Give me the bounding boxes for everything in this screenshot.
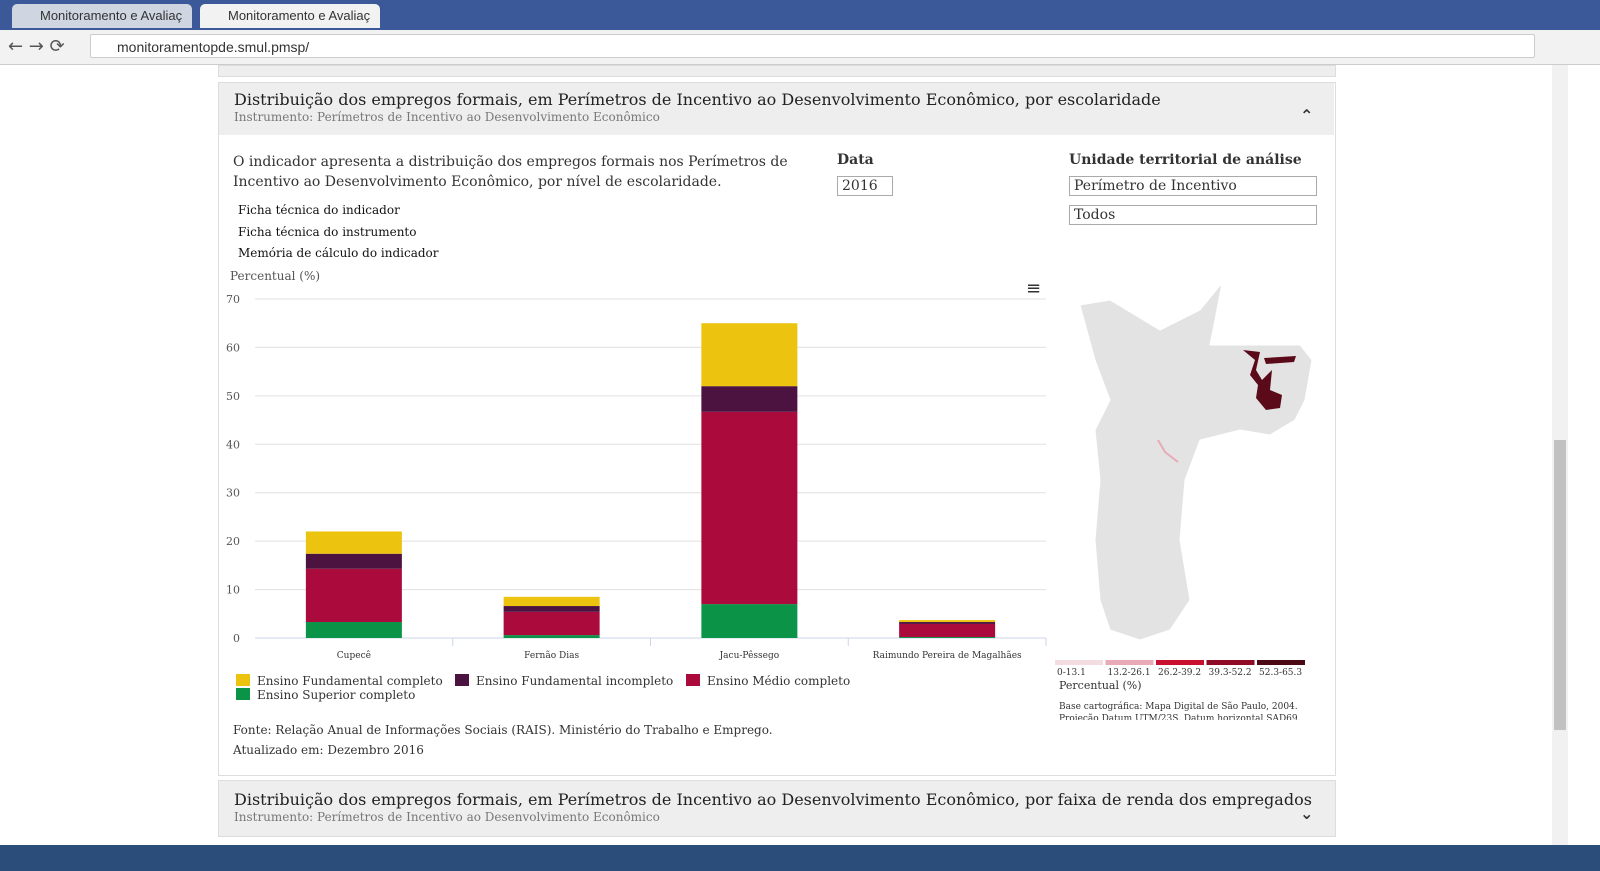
- bar-segment: [503, 611, 600, 636]
- chart-menu[interactable]: ≡: [1026, 278, 1042, 299]
- bar-segment: [899, 637, 996, 638]
- map-legend-swatch: [1206, 660, 1255, 665]
- bar-segment: [305, 553, 402, 569]
- map-region[interactable]: [1264, 356, 1296, 364]
- y-tick-label: 30: [226, 487, 240, 500]
- panel-header[interactable]: [219, 83, 1334, 135]
- y-tick-label: 0: [233, 632, 240, 645]
- link[interactable]: Ficha técnica do indicador: [238, 203, 400, 217]
- nav-buttons[interactable]: ← → ⟳: [8, 36, 65, 57]
- area-select[interactable]: Todos: [1069, 205, 1317, 225]
- map-legend-swatch: [1055, 660, 1103, 665]
- y-tick-label: 50: [226, 390, 240, 403]
- bar-segment: [305, 531, 402, 554]
- x-tick-label: Cupecê: [337, 650, 371, 661]
- collapse-icon[interactable]: ⌃: [1300, 106, 1314, 125]
- next-panel-title: Distribuição dos empregos formais, em Pe…: [234, 790, 1312, 809]
- panel-subtitle: Instrumento: Perímetros de Incentivo ao …: [234, 110, 660, 124]
- bar-segment: [899, 622, 996, 624]
- unit-label: Unidade territorial de análise: [1069, 152, 1302, 168]
- panel: [218, 82, 1336, 776]
- tab[interactable]: Monitoramento e Avaliaç: [200, 4, 380, 28]
- x-tick-label: Raimundo Pereira de Magalhães: [873, 650, 1022, 661]
- x-tick-label: Fernão Dias: [524, 650, 579, 661]
- y-tick-label: 10: [226, 584, 240, 597]
- map-region[interactable]: [1243, 350, 1282, 410]
- map-legend-label: 39.3-52.2: [1209, 668, 1252, 678]
- description: O indicador apresenta a distribuição dos…: [233, 154, 788, 190]
- map-legend-swatch: [1257, 660, 1305, 665]
- bar-segment: [701, 323, 798, 387]
- bar-segment: [503, 596, 600, 607]
- bar-segment: [899, 620, 996, 623]
- legend-label: Ensino Fundamental incompleto: [476, 674, 673, 688]
- y-tick-label: 20: [226, 535, 240, 548]
- bar-segment: [305, 622, 402, 638]
- bar-segment: [701, 386, 798, 412]
- map-legend-label: 0-13.1: [1057, 668, 1086, 678]
- chart: Percentual (%) Percentual (%) Base carto…: [226, 269, 1313, 720]
- expand-icon[interactable]: ⌄: [1300, 804, 1314, 823]
- next-panel-header[interactable]: [218, 780, 1336, 837]
- taskbar: [0, 845, 1600, 871]
- date-select[interactable]: 2016: [837, 176, 893, 196]
- link[interactable]: Memória de cálculo do indicador: [238, 246, 439, 260]
- source: Fonte: Relação Anual de Informações Soci…: [233, 723, 773, 737]
- legend-swatch: [686, 674, 700, 686]
- map-outline: [1079, 282, 1313, 641]
- x-tick-label: Jacu-Pêssego: [719, 650, 780, 661]
- address-bar[interactable]: monitoramentopde.smul.pmsp/: [90, 34, 1535, 58]
- legend-label: Ensino Superior completo: [257, 688, 415, 702]
- bar-segment: [701, 411, 798, 605]
- y-tick-label: 60: [226, 341, 240, 354]
- map-legend-label: 52.3-65.3: [1259, 668, 1302, 678]
- map-legend-label: 13.2-26.1: [1108, 668, 1151, 678]
- legend-swatch: [236, 674, 250, 686]
- tab[interactable]: Monitoramento e Avaliaç: [12, 4, 192, 28]
- unit-select[interactable]: Perímetro de Incentivo: [1069, 176, 1317, 196]
- map-legend-swatch: [1156, 660, 1204, 665]
- y-axis-title: Percentual (%): [230, 269, 320, 283]
- y-tick-label: 40: [226, 438, 240, 451]
- map-legend-swatch: [1105, 660, 1154, 665]
- updated: Atualizado em: Dezembro 2016: [233, 743, 424, 757]
- panel-title: Distribuição dos empregos formais, em Pe…: [234, 90, 1161, 109]
- legend-label: Ensino Médio completo: [707, 674, 850, 688]
- map-note: Projeção Datum UTM/23S. Datum horizontal…: [1059, 713, 1301, 720]
- scrollbar[interactable]: [1552, 65, 1568, 845]
- map-note: Base cartográfica: Mapa Digital de São P…: [1059, 701, 1298, 712]
- previous-panel: [218, 65, 1336, 77]
- link[interactable]: Ficha técnica do instrumento: [238, 225, 417, 239]
- date-label: Data: [837, 152, 874, 168]
- y-tick-label: 70: [226, 293, 240, 306]
- bar-segment: [701, 604, 798, 638]
- legend-swatch: [455, 674, 469, 686]
- legend-swatch: [236, 688, 250, 700]
- map-region[interactable]: [1157, 439, 1179, 463]
- map-legend-label: 26.2-39.2: [1158, 668, 1201, 678]
- legend-label: Ensino Fundamental completo: [257, 674, 443, 688]
- bar-segment: [503, 606, 600, 612]
- next-panel-subtitle: Instrumento: Perímetros de Incentivo ao …: [234, 810, 660, 824]
- map-legend-title: Percentual (%): [1059, 679, 1142, 692]
- bar-segment: [503, 635, 600, 638]
- bar-segment: [899, 623, 996, 638]
- bar-segment: [305, 568, 402, 623]
